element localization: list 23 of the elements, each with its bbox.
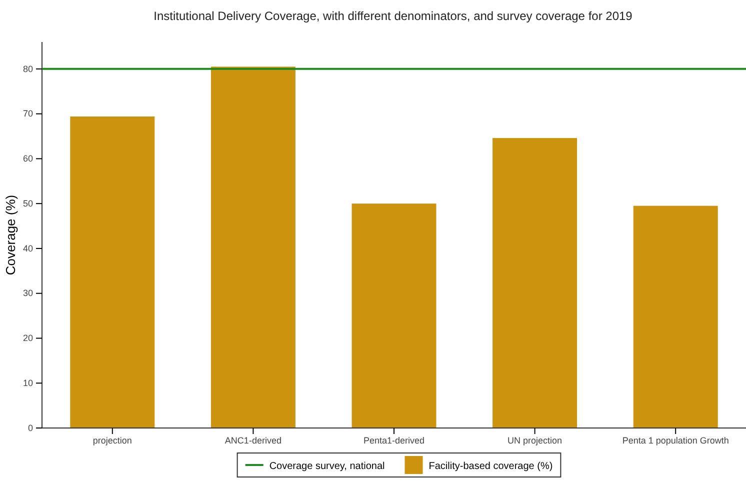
legend-label: Coverage survey, national [269, 461, 385, 472]
bar [492, 138, 578, 428]
x-tick-label: ANC1-derived [224, 435, 282, 446]
x-tick-label: UN projection [508, 435, 562, 446]
y-tick-label: 50 [22, 198, 33, 208]
x-tick-label: Penta1-derived [363, 435, 425, 446]
bar [352, 204, 436, 428]
y-tick-label: 60 [22, 154, 33, 164]
y-tick-label: 80 [22, 64, 33, 74]
y-tick-label: 20 [22, 333, 33, 344]
chart-title: Institutional Delivery Coverage, with different denominators, and survey coverage for 2019 [154, 9, 633, 23]
bar [70, 116, 155, 428]
x-tick-label: projection [92, 435, 132, 446]
y-tick-label: 40 [22, 243, 33, 254]
bar [633, 206, 718, 428]
x-tick-label: Penta 1 population Growth [622, 435, 729, 446]
y-tick-label: 10 [22, 378, 33, 388]
y-tick-label: 70 [22, 108, 33, 119]
y-axis-title: Coverage (%) [3, 194, 18, 276]
y-tick-label: 30 [22, 288, 33, 298]
legend-label: Facility-based coverage (%) [428, 461, 553, 472]
y-tick-label: 0 [28, 422, 33, 433]
bar [210, 66, 296, 428]
